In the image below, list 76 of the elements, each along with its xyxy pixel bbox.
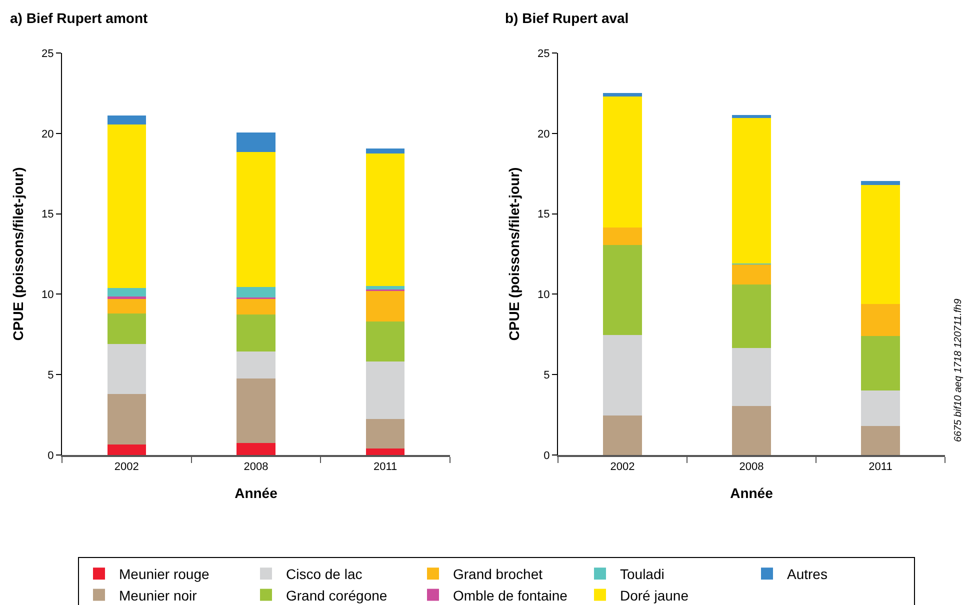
bar xyxy=(861,426,900,455)
chart-title: b) Bief Rupert aval xyxy=(505,10,629,26)
y-tick-label: 0 xyxy=(48,450,54,462)
y-tick-label: 20 xyxy=(42,128,54,140)
bar xyxy=(732,264,771,285)
bar xyxy=(366,362,405,419)
y-tick-label: 25 xyxy=(538,48,550,60)
x-tick-label: 2002 xyxy=(610,461,635,474)
y-tick-label: 25 xyxy=(42,48,54,60)
legend-label: Grand corégone xyxy=(286,587,388,604)
bar xyxy=(236,132,276,152)
bar xyxy=(107,444,146,455)
y-tick-label: 0 xyxy=(544,450,550,462)
legend-label: Cisco de lac xyxy=(286,566,362,582)
legend-label: Meunier rouge xyxy=(119,566,210,582)
bar xyxy=(861,304,900,336)
legend-label: Autres xyxy=(787,566,828,582)
x-tick-label: 2002 xyxy=(114,461,139,474)
y-tick-label: 10 xyxy=(538,289,550,302)
bar xyxy=(861,180,900,185)
y-tick-label: 5 xyxy=(544,369,550,382)
y-tick-label: 10 xyxy=(42,289,54,302)
bar xyxy=(107,394,146,445)
bar xyxy=(366,448,405,455)
bar xyxy=(236,351,276,379)
y-tick-label: 5 xyxy=(48,369,54,382)
bar xyxy=(107,116,146,125)
chart-title: a) Bief Rupert amont xyxy=(10,10,148,26)
bar xyxy=(603,416,642,455)
bar xyxy=(732,406,771,455)
bar xyxy=(236,152,276,287)
bar xyxy=(732,348,771,406)
bar xyxy=(861,184,900,304)
bar xyxy=(603,227,642,246)
bar xyxy=(603,96,642,228)
bar xyxy=(107,314,146,344)
y-axis-title: CPUE (poissons/filet-jour) xyxy=(10,167,26,341)
bar xyxy=(236,442,276,455)
x-tick-label: 2008 xyxy=(244,461,268,474)
bar xyxy=(732,114,771,118)
bar xyxy=(236,378,276,443)
bar xyxy=(366,322,405,362)
text: 6675 bif10 aeq 1718 120711.fh9 xyxy=(953,298,964,442)
x-axis-title: Année xyxy=(234,485,278,501)
bar xyxy=(366,148,405,154)
bar xyxy=(603,93,642,96)
bar xyxy=(236,286,276,298)
bar xyxy=(732,284,771,348)
legend-label: Touladi xyxy=(620,566,664,582)
bar xyxy=(603,335,642,416)
legend-label: Grand brochet xyxy=(453,566,543,582)
bar xyxy=(861,336,900,391)
bar xyxy=(366,418,405,449)
bar xyxy=(236,298,276,314)
bar xyxy=(107,298,146,314)
bar xyxy=(366,286,405,290)
bar xyxy=(107,344,146,394)
bar xyxy=(107,124,146,288)
x-axis-title: Année xyxy=(730,485,774,501)
y-tick-label: 15 xyxy=(42,208,54,221)
x-tick-label: 2011 xyxy=(374,461,398,474)
y-axis-title: CPUE (poissons/filet-jour) xyxy=(506,167,522,341)
bar xyxy=(107,288,146,297)
x-tick-label: 2011 xyxy=(868,461,892,474)
legend-label: Omble de fontaine xyxy=(453,587,568,604)
bar xyxy=(732,118,771,264)
bar xyxy=(236,314,276,352)
bar xyxy=(603,245,642,336)
x-tick-label: 2008 xyxy=(739,461,764,474)
bar xyxy=(366,290,405,322)
legend-label: Meunier noir xyxy=(119,587,198,604)
legend-label: Doré jaune xyxy=(620,587,689,604)
bar xyxy=(366,154,405,286)
y-tick-label: 20 xyxy=(538,128,550,140)
y-tick-label: 15 xyxy=(538,208,550,221)
bar xyxy=(861,390,900,426)
